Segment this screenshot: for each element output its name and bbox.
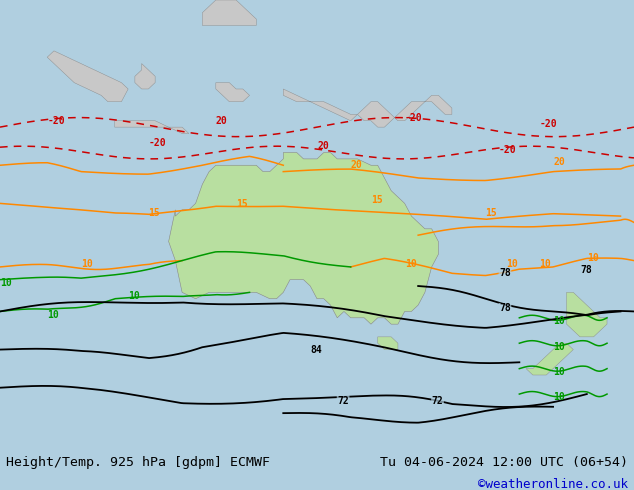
Polygon shape [378,337,398,349]
Text: 78: 78 [499,269,511,278]
Text: 78: 78 [499,303,511,314]
Polygon shape [358,96,452,127]
Text: 10: 10 [553,367,565,377]
Text: -20: -20 [148,138,166,148]
Text: 15: 15 [371,196,383,205]
Text: 20: 20 [553,157,565,167]
Text: -20: -20 [404,113,422,123]
Polygon shape [283,89,358,121]
Text: 84: 84 [310,345,322,355]
Text: 15: 15 [236,198,248,209]
Text: Height/Temp. 925 hPa [gdpm] ECMWF: Height/Temp. 925 hPa [gdpm] ECMWF [6,456,270,468]
Text: 78: 78 [580,265,592,275]
Text: 10: 10 [553,316,565,326]
Text: -20: -20 [47,116,65,126]
Text: 20: 20 [317,142,329,151]
Text: 10: 10 [128,291,140,301]
Text: 15: 15 [486,208,497,218]
Text: 72: 72 [432,395,443,406]
Polygon shape [115,121,189,133]
Polygon shape [169,152,438,324]
Text: 10: 10 [404,259,417,269]
Polygon shape [202,0,256,25]
Polygon shape [47,51,128,102]
Text: 10: 10 [540,259,552,269]
Text: 10: 10 [553,392,565,402]
Text: ©weatheronline.co.uk: ©weatheronline.co.uk [477,478,628,490]
Text: -20: -20 [540,119,557,129]
Text: 10: 10 [0,278,12,288]
Text: 10: 10 [81,259,93,269]
Polygon shape [216,83,250,102]
Polygon shape [135,64,155,89]
Polygon shape [567,293,607,337]
Text: 10: 10 [506,259,517,269]
Text: 10: 10 [47,310,59,320]
Text: 20: 20 [351,160,363,171]
Text: -20: -20 [499,145,517,154]
Text: 20: 20 [216,116,228,126]
Text: Tu 04-06-2024 12:00 UTC (06+54): Tu 04-06-2024 12:00 UTC (06+54) [380,456,628,468]
Text: 72: 72 [337,395,349,406]
Text: 10: 10 [553,342,565,352]
Text: 10: 10 [587,253,598,263]
Text: 15: 15 [148,208,160,218]
Polygon shape [526,343,573,375]
